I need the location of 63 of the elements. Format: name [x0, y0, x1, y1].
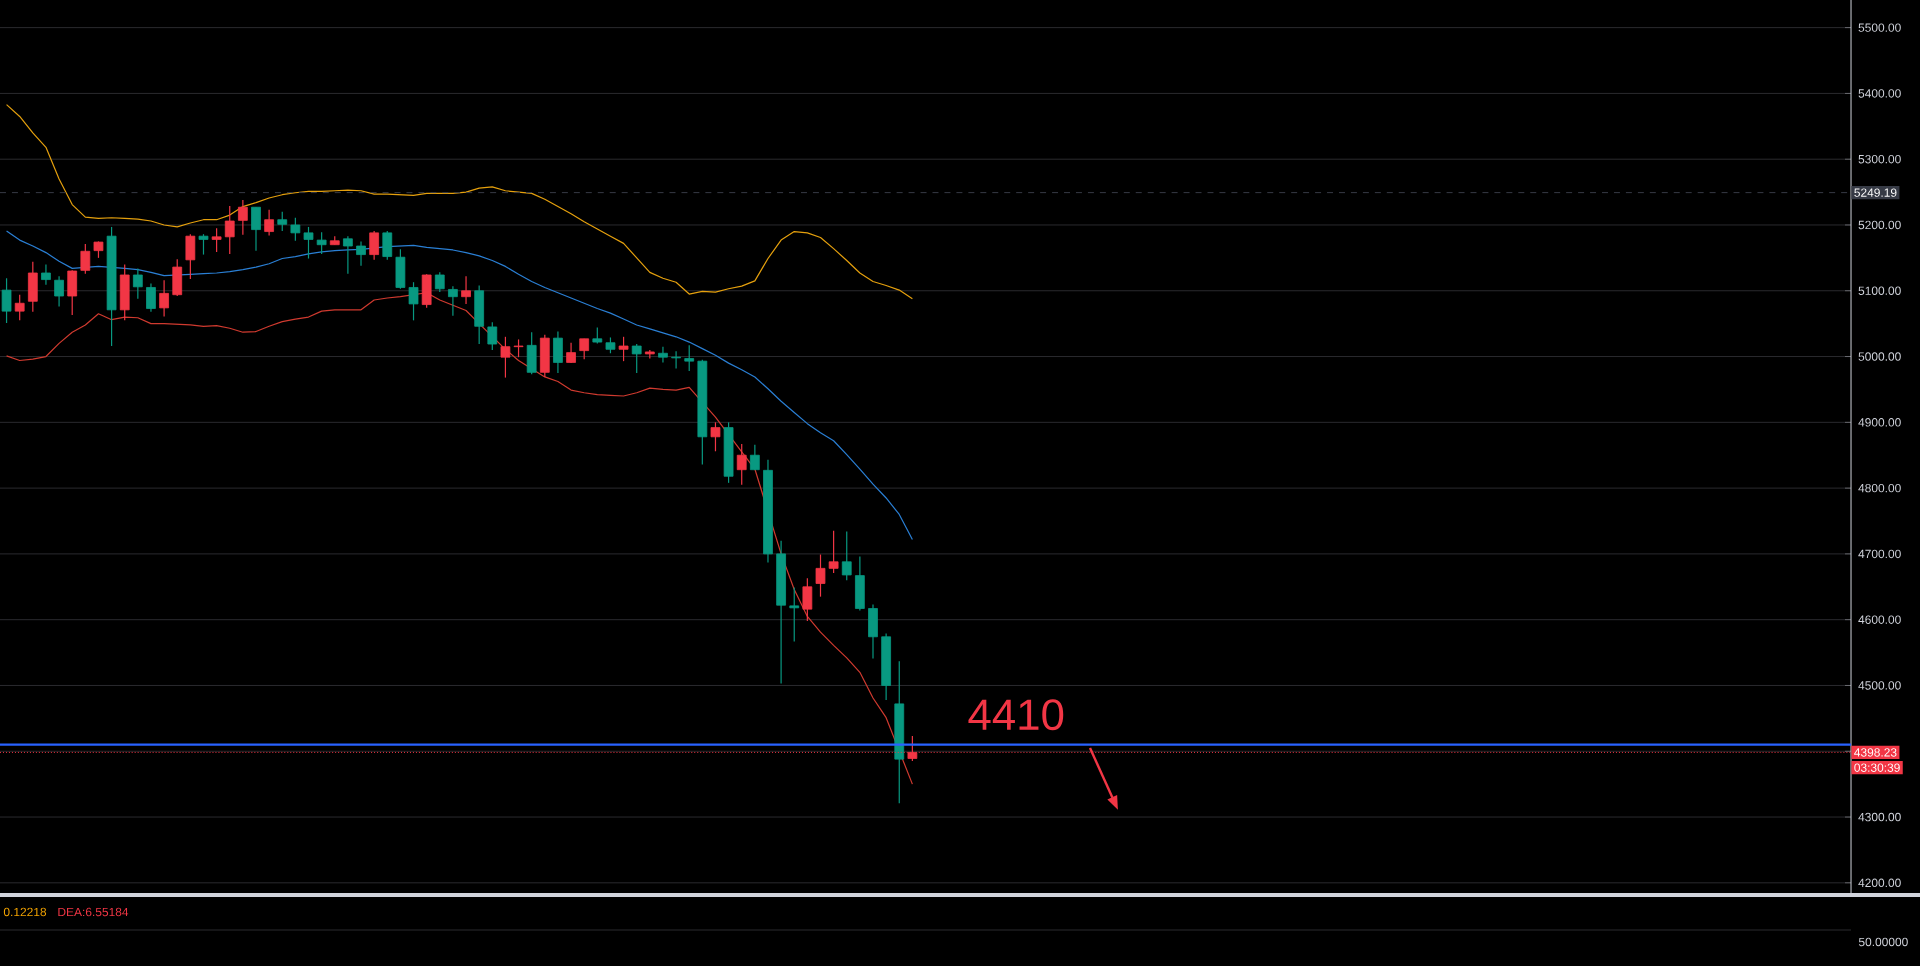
candlestick: [1, 277, 12, 324]
y-tick-label: 5200.00: [1858, 220, 1901, 230]
candlestick: [251, 206, 261, 252]
candlestick: [211, 227, 222, 253]
candlestick: [238, 199, 248, 236]
candlestick: [710, 421, 721, 452]
candlestick: [382, 230, 393, 261]
candlestick: [618, 336, 629, 362]
ref-line-label: 4410: [968, 699, 1064, 731]
candlestick: [631, 343, 642, 374]
text: 50.00000: [1858, 937, 1908, 947]
y-tick-label: 4700.00: [1858, 549, 1901, 559]
y-tick-label: 5300.00: [1858, 154, 1901, 164]
candlestick: [159, 279, 169, 318]
y-tick-label: 4200.00: [1858, 878, 1901, 888]
candlestick: [736, 443, 747, 486]
text: DEA:6.55184: [58, 907, 129, 917]
candlestick: [277, 211, 288, 232]
candlestick: [815, 553, 826, 598]
candlestick: [408, 281, 419, 321]
y-tick-label: 5100.00: [1858, 286, 1901, 295]
candlestick: [749, 444, 760, 471]
candlestick: [448, 285, 458, 317]
candlestick: [54, 275, 64, 308]
candlestick: [841, 530, 852, 581]
y-tick-label: 4800.00: [1858, 483, 1901, 493]
candlestick: [684, 344, 695, 372]
candlestick: [224, 205, 235, 255]
candlestick: [671, 350, 681, 369]
candlestick: [500, 336, 511, 379]
candlestick: [828, 530, 839, 574]
y-tick-label: 5400.00: [1858, 89, 1901, 98]
candlestick: [369, 230, 380, 261]
candlestick: [316, 231, 327, 255]
y-tick-label: 4300.00: [1858, 812, 1901, 822]
y-tick-label: 5500.00: [1858, 23, 1901, 32]
text: 03:30:39: [1854, 763, 1900, 772]
candlestick: [264, 209, 274, 237]
candlestick: [343, 235, 353, 275]
candlestick: [658, 346, 668, 364]
ref-line-label: 5249.19: [1854, 188, 1897, 197]
candlestick: [356, 240, 366, 267]
candlestick: [434, 271, 445, 293]
y-tick-label: 4500.00: [1858, 681, 1901, 690]
candlestick: [802, 577, 813, 622]
candlestick: [146, 282, 156, 313]
y-tick-label: 4600.00: [1858, 615, 1901, 624]
candlestick: [132, 267, 143, 300]
candlestick: [789, 586, 800, 642]
text: 0.12218: [3, 907, 47, 917]
candlestick: [303, 226, 314, 260]
candlestick: [80, 243, 91, 275]
candlestick: [41, 263, 51, 286]
candlestick: [14, 294, 25, 321]
candlestick: [487, 321, 498, 351]
candlestick: [198, 233, 209, 256]
y-tick-label: 5000.00: [1858, 352, 1901, 361]
ref-line-label: 4398.23: [1854, 748, 1897, 757]
candlestick: [185, 233, 196, 280]
candlestick: [461, 275, 471, 305]
y-tick-label: 4900.00: [1858, 418, 1901, 427]
candlestick: [290, 217, 301, 242]
candlestick: [579, 338, 590, 360]
